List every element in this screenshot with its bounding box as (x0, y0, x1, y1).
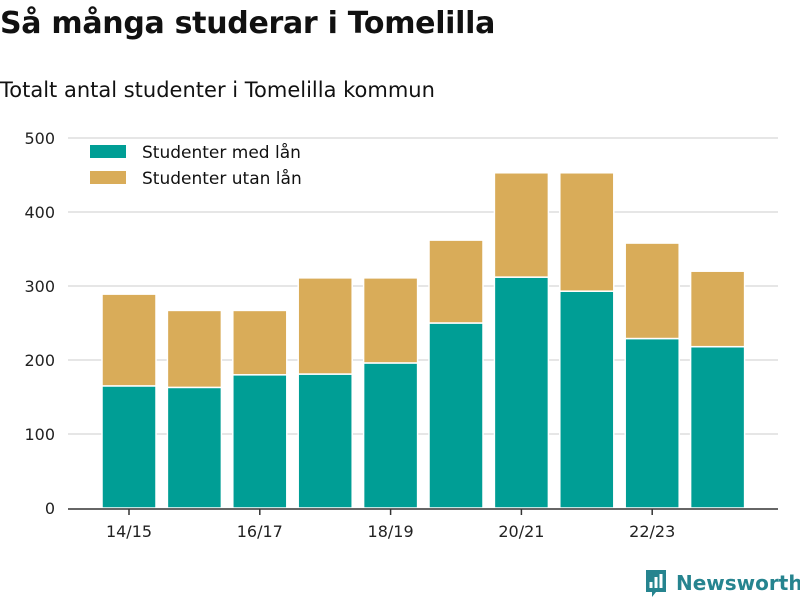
bar-segment (362, 362, 419, 509)
bar-segment (297, 373, 353, 509)
bar-segment (624, 242, 680, 340)
x-tick-label: 20/21 (498, 522, 544, 541)
bar-segment (101, 293, 157, 387)
bar-segment (101, 385, 157, 509)
y-tick-label: 300 (24, 277, 55, 296)
x-tick-label: 18/19 (368, 522, 414, 541)
bar-segment (559, 290, 615, 509)
bar-segment (689, 270, 746, 348)
newsworthy-logo-icon (646, 570, 666, 597)
bar-segment (493, 276, 550, 509)
bar-segment (559, 172, 615, 292)
x-tick-label: 22/23 (629, 522, 675, 541)
legend-label: Studenter utan lån (142, 168, 302, 189)
bar-segment (689, 345, 746, 509)
chart-title: Så många studerar i Tomelilla (0, 6, 496, 41)
brand-logo: Newsworthy (644, 568, 800, 598)
bar-segment (428, 322, 484, 509)
bar-segment (232, 309, 288, 376)
bar-segment (624, 337, 680, 509)
x-tick-label: 16/17 (237, 522, 283, 541)
y-tick-label: 500 (24, 129, 55, 148)
y-tick-label: 200 (24, 351, 55, 370)
y-tick-label: 0 (45, 499, 55, 518)
bar-segment (166, 386, 223, 509)
legend-swatch (90, 145, 126, 158)
bar-segment (493, 172, 550, 278)
legend-label: Studenter med lån (142, 142, 301, 163)
legend-swatch (90, 171, 126, 184)
bar-segment (362, 277, 419, 364)
bar-segment (166, 309, 223, 389)
bar-segment (232, 374, 288, 509)
y-tick-label: 100 (24, 425, 55, 444)
x-tick-label: 14/15 (106, 522, 152, 541)
brand-name: Newsworthy (676, 571, 800, 595)
bar-segment (428, 239, 484, 324)
chart-subtitle: Totalt antal studenter i Tomelilla kommu… (0, 78, 435, 102)
bar-segment (297, 277, 353, 375)
y-tick-label: 400 (24, 203, 55, 222)
